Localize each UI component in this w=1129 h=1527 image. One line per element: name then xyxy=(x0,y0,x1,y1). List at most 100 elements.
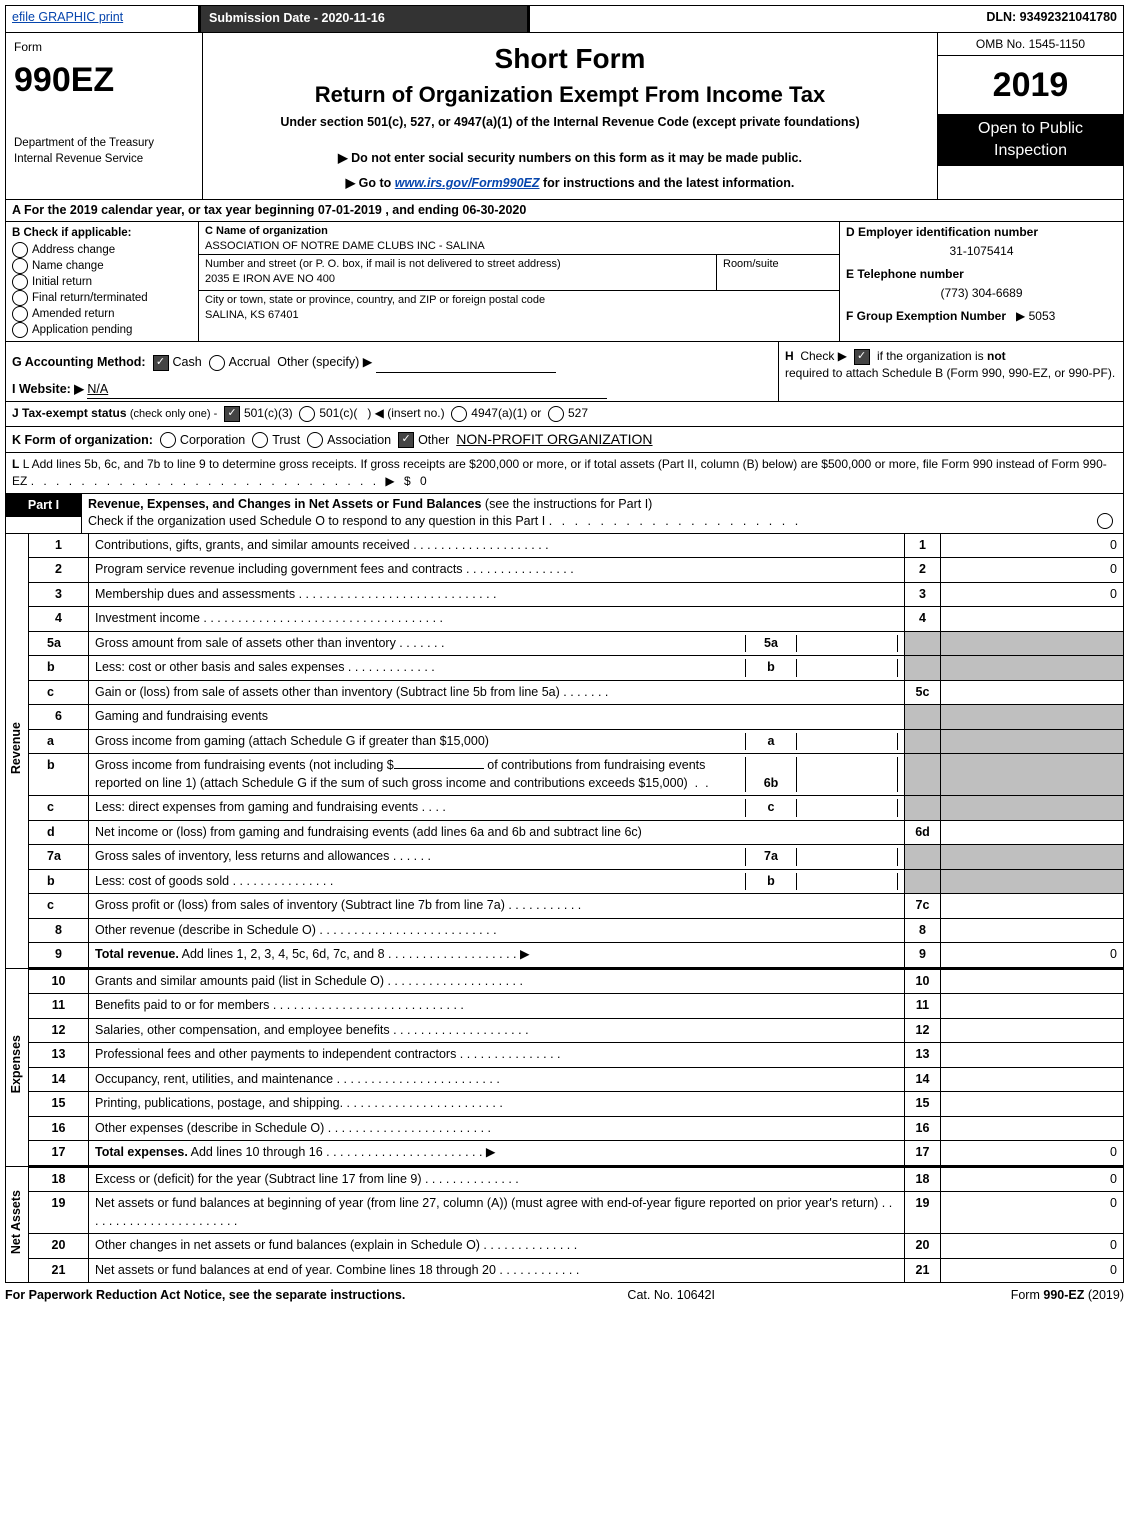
line-14-amt xyxy=(941,1067,1124,1092)
j-501c-radio[interactable] xyxy=(299,406,315,422)
line-5a-desc: Gross amount from sale of assets other t… xyxy=(95,635,746,653)
j-5013-label: 501(c)(3) xyxy=(244,406,293,420)
initial-label: Initial return xyxy=(32,276,92,288)
other-label: Other (specify) ▶ xyxy=(277,355,372,369)
line-a-desc: Gross income from gaming (attach Schedul… xyxy=(95,733,746,751)
final-label: Final return/terminated xyxy=(32,292,148,304)
j-527-label: 527 xyxy=(568,406,588,420)
line-9-amt: 0 xyxy=(941,943,1124,969)
line-12-desc: Salaries, other compensation, and employ… xyxy=(95,1023,529,1037)
line-11-amt xyxy=(941,994,1124,1019)
line-21-amt: 0 xyxy=(941,1258,1124,1283)
line-7a-desc: Gross sales of inventory, less returns a… xyxy=(95,848,746,866)
cash-check[interactable]: ✓ xyxy=(153,355,169,371)
line-b-desc: Less: cost or other basis and sales expe… xyxy=(95,659,746,677)
line-5c-desc: Gain or (loss) from sale of assets other… xyxy=(89,680,905,705)
room-label: Room/suite xyxy=(723,257,833,272)
line-16-desc: Other expenses (describe in Schedule O) … xyxy=(95,1121,491,1135)
line-c-desc: Less: direct expenses from gaming and fu… xyxy=(95,799,746,817)
line-19-amt: 0 xyxy=(941,1192,1124,1234)
line-3-amt: 0 xyxy=(941,582,1124,607)
line-19-desc: Net assets or fund balances at beginning… xyxy=(89,1192,905,1234)
j-4947-radio[interactable] xyxy=(451,406,467,422)
k-assoc-radio[interactable] xyxy=(307,432,323,448)
dln-text: DLN: 93492321041780 xyxy=(530,6,1124,33)
line-4-desc: Investment income . . . . . . . . . . . … xyxy=(95,611,443,625)
line-8-desc: Other revenue (describe in Schedule O) .… xyxy=(95,923,497,937)
i-label: I Website: ▶ xyxy=(12,382,84,396)
amended-check[interactable] xyxy=(12,306,28,322)
efile-link[interactable]: efile GRAPHIC print xyxy=(12,10,123,24)
k-corp-label: Corporation xyxy=(180,433,245,447)
title-return: Return of Organization Exempt From Incom… xyxy=(213,80,927,111)
h-check[interactable]: ✓ xyxy=(854,349,870,365)
h-text1: Check ▶ xyxy=(800,349,847,363)
line-7c-amt xyxy=(941,894,1124,919)
footer-cat: Cat. No. 10642I xyxy=(545,1283,797,1309)
line-14-desc: Occupancy, rent, utilities, and maintena… xyxy=(95,1072,500,1086)
line-7c-desc: Gross profit or (loss) from sales of inv… xyxy=(89,894,905,919)
part-i-check[interactable] xyxy=(1097,513,1113,529)
line-10-amt xyxy=(941,968,1124,994)
e-phone-label: E Telephone number xyxy=(846,266,1117,283)
goto-post: for instructions and the latest informat… xyxy=(540,176,795,190)
accrual-check[interactable] xyxy=(209,355,225,371)
line-6-desc: Gaming and fundraising events xyxy=(89,705,905,730)
final-check[interactable] xyxy=(12,290,28,306)
line-6d-desc: Net income or (loss) from gaming and fun… xyxy=(89,820,905,845)
line-2-amt: 0 xyxy=(941,558,1124,583)
d-ein-label: D Employer identification number xyxy=(846,224,1117,241)
addr-change-check[interactable] xyxy=(12,242,28,258)
line-15-desc: Printing, publications, postage, and shi… xyxy=(95,1096,503,1110)
net-assets-label: Net Assets xyxy=(8,1190,26,1254)
line-12-amt xyxy=(941,1018,1124,1043)
line-10-desc: Grants and similar amounts paid (list in… xyxy=(95,974,523,988)
line-1-amt: 0 xyxy=(941,533,1124,558)
k-corp-radio[interactable] xyxy=(160,432,176,448)
footer-yr: (2019) xyxy=(1088,1288,1124,1302)
submission-date-btn[interactable]: Submission Date - 2020-11-16 xyxy=(201,6,527,33)
g-label: G Accounting Method: xyxy=(12,355,146,369)
k-trust-radio[interactable] xyxy=(252,432,268,448)
e-phone: (773) 304-6689 xyxy=(846,283,1117,308)
point-public: ▶ Do not enter social security numbers o… xyxy=(213,150,927,168)
k-assoc-label: Association xyxy=(327,433,391,447)
line-13-desc: Professional fees and other payments to … xyxy=(95,1047,561,1061)
part-i-title: Revenue, Expenses, and Changes in Net As… xyxy=(88,497,481,511)
name-change-check[interactable] xyxy=(12,258,28,274)
initial-check[interactable] xyxy=(12,274,28,290)
street-label: Number and street (or P. O. box, if mail… xyxy=(205,257,710,272)
amended-label: Amended return xyxy=(32,308,114,320)
j-5013-check[interactable]: ✓ xyxy=(224,406,240,422)
part-i-sub: (see the instructions for Part I) xyxy=(485,497,652,511)
open-public: Open to Public Inspection xyxy=(938,114,1123,166)
h-not: not xyxy=(987,349,1006,363)
footer-form: Form xyxy=(1011,1288,1040,1302)
j-label: J Tax-exempt status xyxy=(12,406,127,420)
line-8-amt xyxy=(941,918,1124,943)
h-text2: if the organization is xyxy=(877,349,987,363)
form-word: Form xyxy=(14,39,194,56)
j-4947-label: 4947(a)(1) or xyxy=(471,406,541,420)
city-label: City or town, state or province, country… xyxy=(205,293,833,308)
f-group-label: F Group Exemption Number xyxy=(846,309,1006,323)
revenue-label: Revenue xyxy=(8,722,26,774)
line-13-amt xyxy=(941,1043,1124,1068)
footer-pra: For Paperwork Reduction Act Notice, see … xyxy=(5,1283,545,1309)
line-4-amt xyxy=(941,607,1124,632)
part-i-tag: Part I xyxy=(6,494,81,518)
k-other-label: Other xyxy=(418,433,449,447)
line-1-desc: Contributions, gifts, grants, and simila… xyxy=(95,538,549,552)
j-527-radio[interactable] xyxy=(548,406,564,422)
form-link[interactable]: www.irs.gov/Form990EZ xyxy=(395,176,540,190)
line-21-desc: Net assets or fund balances at end of ye… xyxy=(95,1263,579,1277)
line-15-amt xyxy=(941,1092,1124,1117)
f-group-val: ▶ 5053 xyxy=(1016,309,1055,323)
i-value: N/A xyxy=(87,381,607,400)
part-i-check-line: Check if the organization used Schedule … xyxy=(88,514,545,528)
apppending-check[interactable] xyxy=(12,322,28,338)
org-name: ASSOCIATION OF NOTRE DAME CLUBS INC - SA… xyxy=(205,240,833,252)
k-other-check[interactable]: ✓ xyxy=(398,432,414,448)
line-20-amt: 0 xyxy=(941,1234,1124,1259)
part-i-dots: . . . . . . . . . . . . . . . . . . . . xyxy=(549,514,801,528)
